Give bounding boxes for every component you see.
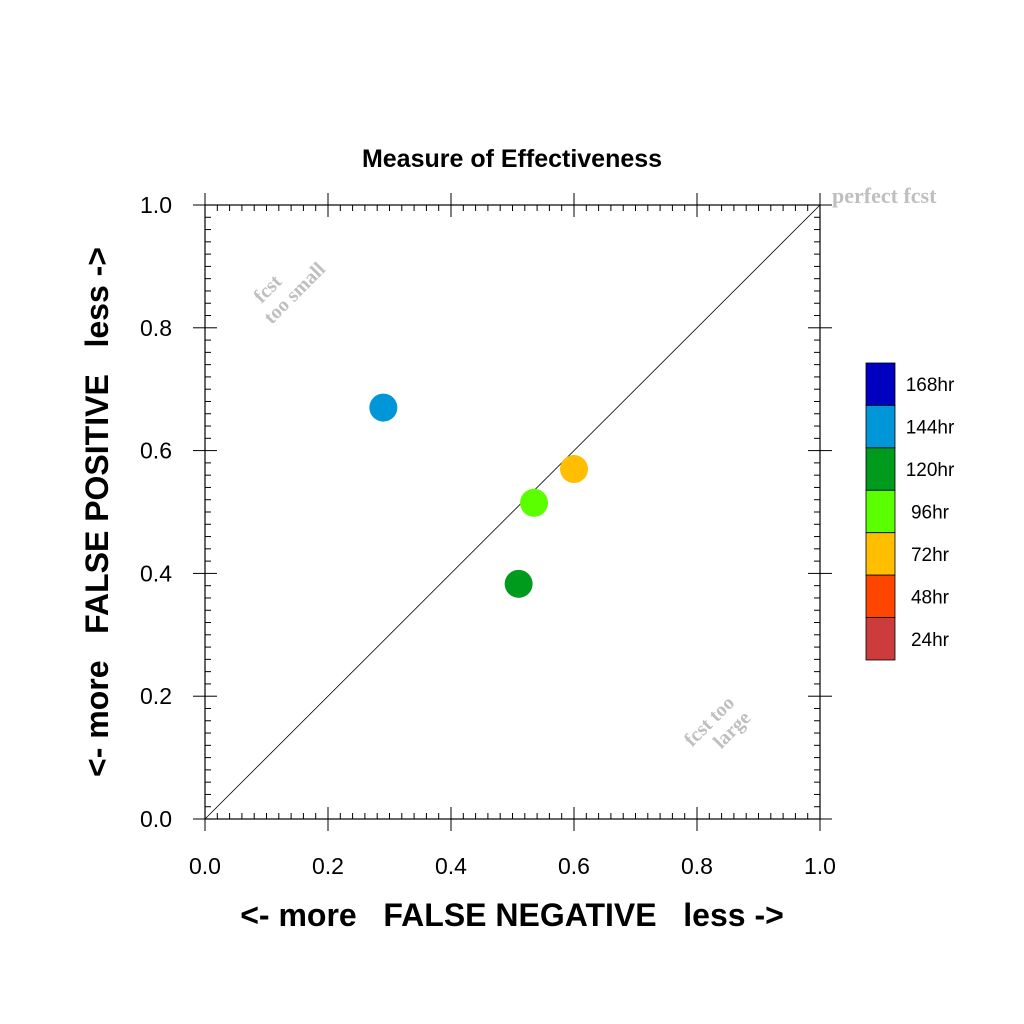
- perfect-forecast-line: [204, 204, 821, 820]
- legend-label-120hr: 120hr: [906, 460, 955, 481]
- y-axis-label: <- more FALSE POSITIVE less ->: [79, 247, 115, 777]
- legend-label-72hr: 72hr: [911, 545, 950, 566]
- y-tick-label: 0.4: [140, 560, 172, 586]
- legend-swatch-24hr: [865, 617, 896, 661]
- legend-label-144hr: 144hr: [906, 418, 955, 439]
- annotation-perfect-fcst: perfect fcst: [832, 183, 937, 208]
- data-point-72hr: [560, 455, 588, 484]
- x-tick-label: 0.6: [558, 853, 590, 879]
- y-tick-label: 0.8: [140, 315, 172, 341]
- y-tick-label: 0.0: [140, 806, 172, 832]
- legend-label-48hr: 48hr: [911, 587, 950, 608]
- chart-title: Measure of Effectiveness: [362, 145, 662, 173]
- data-point-96hr: [520, 488, 549, 517]
- legend-swatch-48hr: [865, 574, 896, 618]
- legend-swatch-96hr: [865, 489, 896, 534]
- x-tick-label: 0.4: [435, 853, 467, 879]
- y-tick-label: 0.6: [140, 438, 172, 464]
- x-tick-label: 0.0: [189, 853, 221, 879]
- x-axis-label: <- more FALSE NEGATIVE less ->: [240, 897, 784, 933]
- x-tick-label: 0.2: [312, 853, 344, 879]
- legend-swatch-120hr: [865, 447, 896, 491]
- data-point-144hr: [369, 393, 398, 422]
- legend-swatch-144hr: [865, 405, 896, 449]
- legend-swatch-72hr: [865, 532, 896, 576]
- legend-label-24hr: 24hr: [911, 630, 950, 651]
- legend: 168hr 144hr 120hr 96hr 72hr 48hr 24hr: [865, 362, 955, 661]
- legend-label-96hr: 96hr: [911, 503, 950, 524]
- legend-label-168hr: 168hr: [906, 375, 955, 396]
- legend-swatch-168hr: [865, 362, 896, 406]
- y-tick-label: 0.2: [140, 683, 172, 709]
- y-tick-label: 1.0: [140, 192, 172, 218]
- x-tick-label: 0.8: [681, 853, 713, 879]
- data-point-120hr: [504, 569, 533, 598]
- x-tick-label: 1.0: [804, 853, 836, 879]
